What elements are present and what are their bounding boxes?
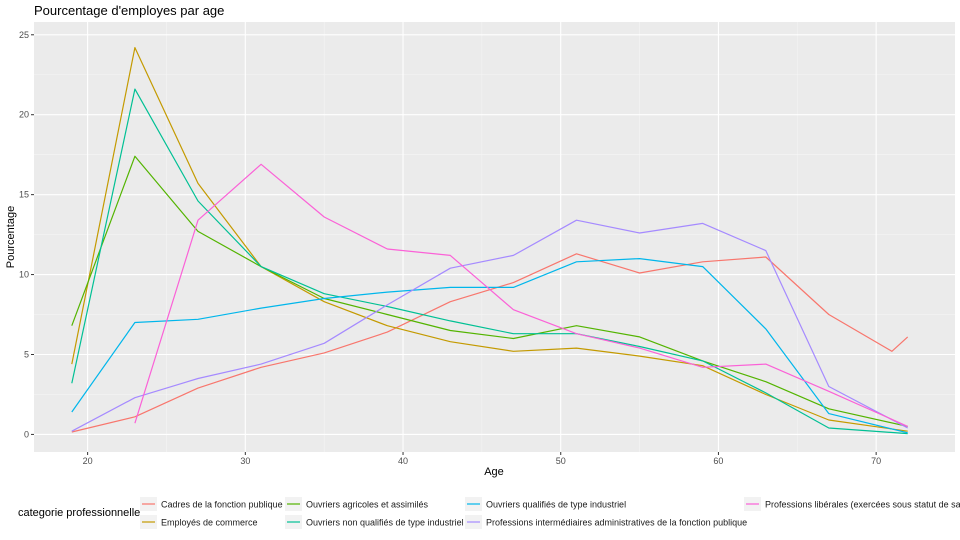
- legend-label: Employés de commerce: [161, 518, 258, 528]
- chart-title: Pourcentage d'employes par age: [34, 3, 224, 18]
- legend-label: Ouvriers agricoles et assimilés: [306, 500, 429, 510]
- series-line-2: [71, 46, 908, 432]
- y-axis-title: Pourcentage: [5, 206, 17, 268]
- series-line-1: [71, 253, 909, 433]
- legend-title: categorie professionnelle: [18, 507, 140, 519]
- series-line-6: [71, 219, 908, 432]
- legend-item: Professions intermédiaires administrativ…: [465, 515, 747, 529]
- legend-label: Ouvriers qualifiés de type industriel: [486, 500, 626, 510]
- series-line-4: [71, 88, 908, 435]
- x-tick-label: 20: [83, 456, 93, 466]
- series-line-7: [134, 163, 908, 427]
- legend-item: Cadres de la fonction publique: [140, 497, 283, 511]
- x-axis-title: Age: [484, 466, 504, 478]
- y-tick-label: 20: [19, 110, 29, 120]
- y-tick-label: 5: [24, 349, 29, 359]
- y-tick-label: 25: [19, 30, 29, 40]
- legend-label: Professions intermédiaires administrativ…: [486, 518, 747, 528]
- x-axis: 20 30 40 50 60 70: [83, 452, 881, 466]
- y-axis: 0 5 10 15 20 25: [19, 30, 34, 439]
- legend-label: Professions libérales (exercées sous sta…: [765, 500, 960, 510]
- legend-item: Ouvriers non qualifiés de type industrie…: [285, 515, 464, 529]
- x-tick-label: 60: [713, 456, 723, 466]
- x-tick-label: 40: [398, 456, 408, 466]
- y-tick-label: 15: [19, 190, 29, 200]
- x-tick-label: 50: [556, 456, 566, 466]
- legend-label: Ouvriers non qualifiés de type industrie…: [306, 518, 464, 528]
- x-tick-label: 70: [871, 456, 881, 466]
- x-tick-label: 30: [240, 456, 250, 466]
- plot-panel: [34, 22, 955, 452]
- y-tick-label: 0: [24, 429, 29, 439]
- legend-item: Ouvriers agricoles et assimilés: [285, 497, 429, 511]
- series-lines: [71, 46, 909, 435]
- major-gridlines: [34, 22, 955, 452]
- y-tick-label: 10: [19, 270, 29, 280]
- legend-item: Ouvriers qualifiés de type industriel: [465, 497, 626, 511]
- legend-item: Employés de commerce: [140, 515, 258, 529]
- legend: categorie professionnelle Cadres de la f…: [18, 497, 960, 529]
- legend-item: Professions libérales (exercées sous sta…: [744, 497, 960, 511]
- series-line-3: [71, 155, 908, 427]
- series-line-5: [71, 258, 908, 434]
- minor-gridlines: [34, 22, 955, 452]
- legend-label: Cadres de la fonction publique: [161, 500, 283, 510]
